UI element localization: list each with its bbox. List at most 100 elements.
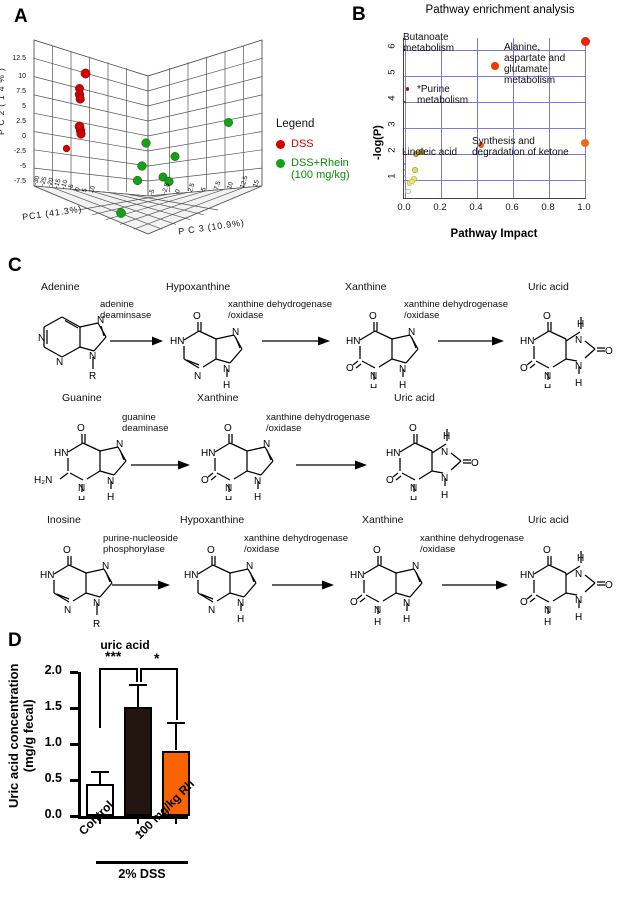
b-annotation-butanoate: Butanoate metabolism (403, 32, 455, 54)
d-group-underline (96, 861, 188, 864)
b-point-0 (580, 36, 590, 46)
svg-text:N: N (232, 327, 239, 338)
svg-text:N: N (575, 335, 582, 346)
legend-title: Legend (276, 118, 315, 130)
pca-points-dss (62, 68, 91, 153)
svg-text:N: N (64, 605, 71, 616)
legend-label-dss: DSS (291, 138, 314, 150)
panel-c-letter: C (8, 255, 22, 276)
c-row3-structures: O HN N N N R O (40, 545, 613, 627)
grid-h-2 (404, 154, 586, 155)
grid-h-1 (404, 180, 586, 181)
svg-text:HN: HN (40, 570, 54, 581)
panel-c-purine-pathway: C Adenine Hypoxanthine Xanthine Uric aci… (0, 255, 629, 635)
d-ytick-mark-1.5 (70, 707, 78, 710)
svg-text:HN: HN (520, 336, 534, 347)
c-compound-adenine: Adenine (41, 281, 80, 293)
svg-text:HN: HN (386, 448, 400, 459)
b-ytick-3: 3 (386, 121, 398, 127)
d-bar-rhein (162, 750, 190, 816)
b-x-axis-title: Pathway Impact (450, 228, 538, 240)
svg-text:HN: HN (201, 448, 215, 459)
pca-points-dss-rhein (116, 118, 233, 218)
svg-text:O: O (63, 545, 71, 556)
d-ytick-2.0: 2.0 (44, 663, 62, 677)
d-y-axis (78, 672, 81, 818)
c-enzyme-pnp: purine-nucleoside phosphorylase (103, 533, 178, 555)
svg-text:N: N (575, 569, 582, 580)
pca-3d-axes (33, 39, 263, 235)
c-row1-structures: N N N N R O HN N (38, 311, 613, 388)
d-bar-dss (124, 706, 152, 816)
d-sig-bracket-2-r (176, 668, 178, 720)
svg-text:H: H (370, 383, 377, 388)
c-compound-hypoxanthine-2: Hypoxanthine (180, 514, 245, 526)
c-row2-structures: O HN H₂N N H N N H (34, 423, 479, 500)
c-enzyme-xdh-5: xanthine dehydrogenase /oxidase (420, 533, 525, 555)
svg-text:O: O (77, 423, 85, 434)
b-point-15 (403, 180, 407, 184)
legend-dot-dss-icon (276, 140, 285, 149)
svg-text:N: N (97, 315, 104, 326)
svg-text:H: H (107, 492, 114, 500)
d-sig-label-1: *** (105, 648, 122, 664)
svg-text:N: N (408, 327, 415, 338)
b-ytick-2: 2 (386, 147, 398, 153)
pca-ytick-5: 0 (22, 133, 26, 140)
panel-a-letter: A (14, 6, 28, 27)
legend-dot-dss-rhein-icon (276, 159, 285, 168)
grid-h-6 (404, 50, 586, 51)
svg-text:O: O (201, 475, 209, 486)
d-ytick-0.0: 0.0 (44, 807, 62, 821)
c-enzyme-xdh-3: xanthine dehydrogenase /oxidase (266, 412, 371, 434)
d-x-axis (78, 816, 188, 819)
svg-text:H: H (223, 380, 230, 388)
d-ytick-mark-0.5 (70, 779, 78, 782)
d-sig-bracket-1-h (99, 668, 138, 670)
b-y-axis-title: -log(P) (372, 125, 384, 160)
b-xtick-3: 0.6 (505, 202, 519, 213)
svg-text:HN: HN (350, 570, 364, 581)
c-compound-uric-acid-1: Uric acid (528, 281, 569, 293)
svg-text:O: O (543, 311, 551, 322)
grid-v-0 (405, 38, 406, 198)
grid-h-3 (404, 128, 586, 129)
svg-text:N: N (441, 447, 448, 458)
legend-item-dss-rhein: DSS+Rhein (100 mg/kg) (276, 157, 376, 181)
svg-text:O: O (193, 311, 201, 322)
svg-text:H: H (374, 617, 381, 627)
b-ytick-5: 5 (386, 69, 398, 75)
d-errorcap-rhein (167, 721, 185, 724)
b-point-1 (491, 62, 499, 70)
d-errorbar-dss (137, 683, 139, 707)
b-point-3 (406, 87, 410, 91)
b-point-5 (581, 138, 589, 147)
d-sig-bracket-1-l (99, 668, 101, 728)
grid-v-2 (477, 38, 478, 198)
pca-ytick-3: 5 (22, 103, 26, 110)
b-point-10 (403, 162, 407, 166)
svg-text:O: O (224, 423, 232, 434)
svg-text:N: N (38, 333, 45, 344)
c-enzyme-xdh-2: xanthine dehydrogenase /oxidase (404, 299, 509, 321)
c-enzyme-xdh-4: xanthine dehydrogenase /oxidase (244, 533, 349, 555)
svg-text:HN: HN (170, 336, 184, 347)
c-enzyme-xdh-1: xanthine dehydrogenase /oxidase (228, 299, 333, 321)
svg-text:H: H (399, 380, 406, 388)
svg-text:H: H (544, 383, 551, 388)
b-ytick-6: 6 (386, 43, 398, 49)
panel-d-title: uric acid (100, 638, 150, 652)
b-point-11 (403, 168, 407, 171)
panel-d-uric-acid-bar-chart: D uric acid 2.0 1.5 1.0 0.5 0.0 *** * Co… (0, 626, 260, 903)
svg-text:HN: HN (184, 570, 198, 581)
d-errorbar-rhein (175, 721, 177, 751)
d-ytick-mark-0.0 (70, 815, 78, 818)
grid-h-4 (404, 102, 586, 103)
d-xtick-mark-0 (99, 818, 101, 824)
b-xtick-1: 0.2 (433, 202, 447, 213)
svg-text:H: H (441, 490, 448, 500)
svg-text:O: O (207, 545, 215, 556)
grid-h-5 (404, 76, 586, 77)
c-compound-inosine: Inosine (47, 514, 81, 526)
pca-ytick-8: -7.5 (13, 178, 26, 185)
